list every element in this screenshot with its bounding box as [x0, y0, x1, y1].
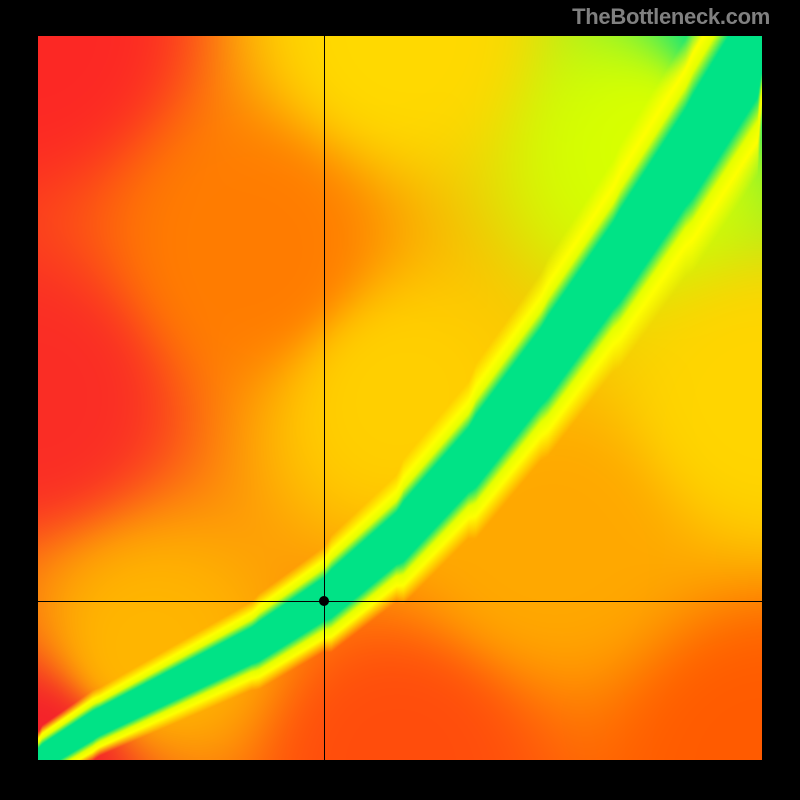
heatmap-canvas — [38, 36, 762, 760]
bottleneck-heatmap — [38, 36, 762, 760]
attribution-text: TheBottleneck.com — [572, 4, 770, 30]
